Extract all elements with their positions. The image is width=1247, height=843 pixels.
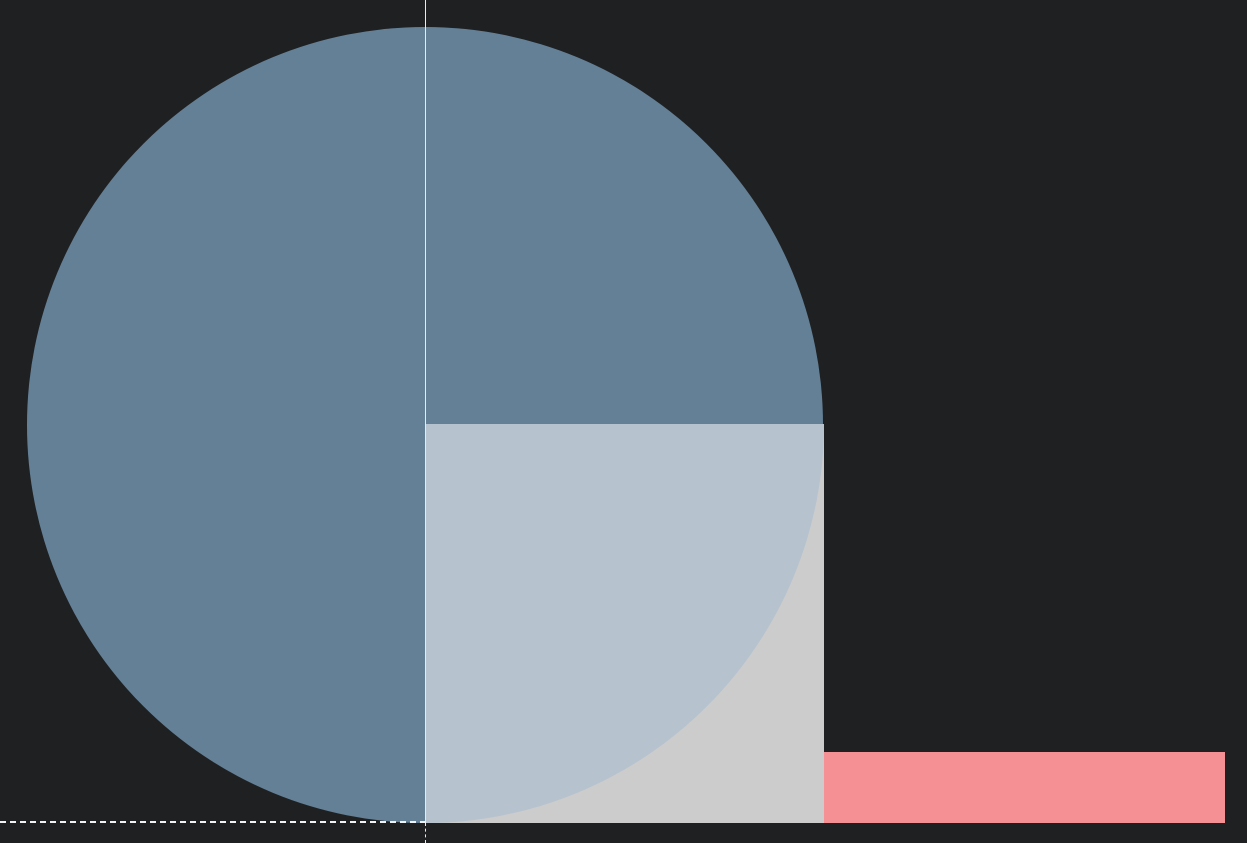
quarter-disc-clip (425, 424, 824, 823)
vertical-axis-solid (425, 0, 426, 823)
pink-bar-shape (824, 752, 1225, 823)
vertical-axis-dashed (425, 823, 426, 843)
horizontal-baseline-dashed (0, 821, 426, 823)
quarter-disc-shape (425, 424, 824, 823)
